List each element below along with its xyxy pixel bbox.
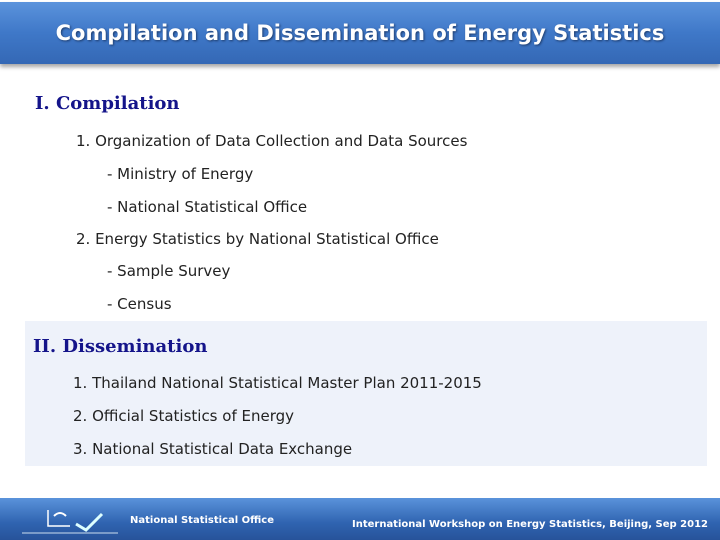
- list-item: 2. Official Statistics of Energy: [73, 407, 295, 425]
- footer-bar: National Statistical Office Internationa…: [0, 498, 720, 540]
- list-item: - Sample Survey: [107, 262, 231, 280]
- list-item: 1. Organization of Data Collection and D…: [76, 132, 468, 150]
- list-item: 2. Energy Statistics by National Statist…: [76, 230, 439, 248]
- nso-logo-icon: [22, 510, 118, 534]
- footer-event: International Workshop on Energy Statist…: [351, 519, 708, 530]
- footer-organization: National Statistical Office: [130, 515, 275, 526]
- section-heading-compilation: I. Compilation: [35, 93, 180, 114]
- list-item: - National Statistical Office: [107, 198, 308, 216]
- title-bar: Compilation and Dissemination of Energy …: [0, 2, 720, 64]
- section-heading-dissemination: II. Dissemination: [33, 336, 208, 357]
- list-item: - Census: [107, 295, 172, 313]
- dissemination-panel: [25, 321, 707, 466]
- page-title: Compilation and Dissemination of Energy …: [55, 21, 665, 45]
- list-item: 1. Thailand National Statistical Master …: [73, 374, 482, 392]
- list-item: - Ministry of Energy: [107, 165, 254, 183]
- list-item: 3. National Statistical Data Exchange: [73, 440, 353, 458]
